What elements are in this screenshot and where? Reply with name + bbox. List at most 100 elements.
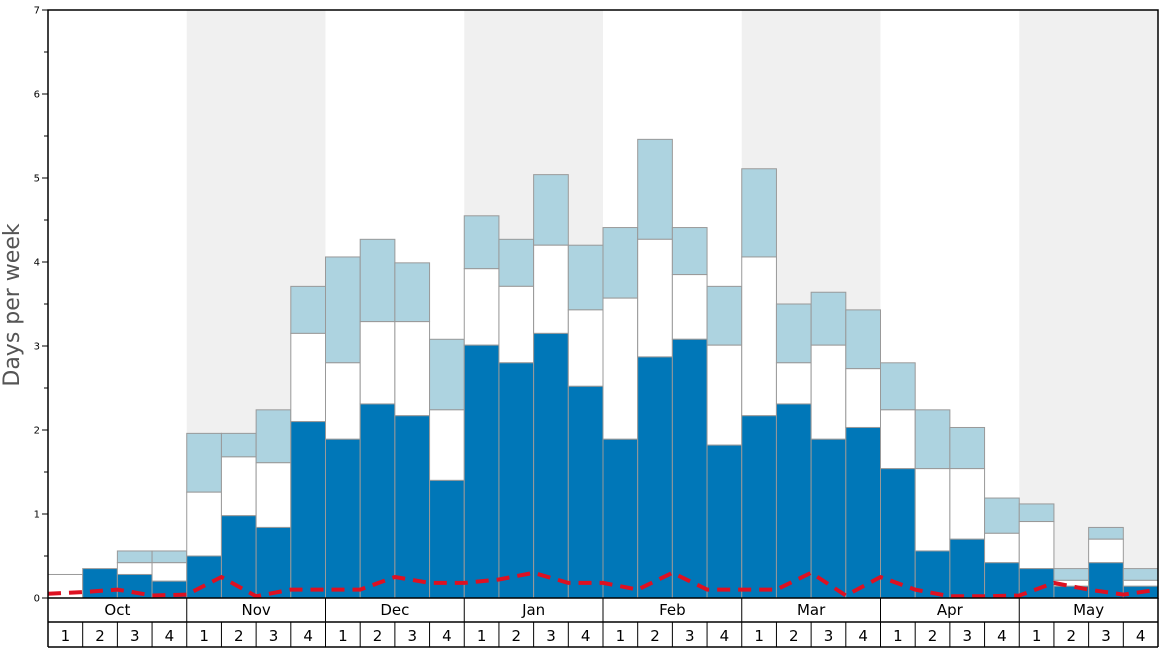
axes: 0 1 2 3 4 5 6 7 Oct Nov Dec Jan Feb Mar Apr May 1 2 3 4 1 2 3 4… xyxy=(34,6,1159,648)
week-label-dec-4: 4 xyxy=(442,627,452,645)
bar-nov-w1-middle xyxy=(186,491,222,557)
month-label-mar: Mar xyxy=(797,601,826,619)
bar-dec-w3-bottom xyxy=(394,415,431,599)
bar-apr-w1-top xyxy=(880,362,916,411)
bar-feb-w4-middle xyxy=(706,344,743,446)
bar-jan-w1-middle xyxy=(463,268,500,346)
bar-feb-w1-top xyxy=(602,227,639,299)
bar-mar-w3-middle xyxy=(810,344,847,440)
bar-nov-w1-bottom xyxy=(186,555,222,599)
bar-mar-w3-top xyxy=(810,291,847,346)
bar-may-w4-top xyxy=(1122,568,1159,581)
week-label-feb-4: 4 xyxy=(720,627,730,645)
bar-mar-w2-bottom xyxy=(775,403,812,599)
week-label-oct-1: 1 xyxy=(61,627,71,645)
bar-feb-w1-middle xyxy=(602,297,639,440)
bar-mar-w3-bottom xyxy=(810,438,847,599)
bar-apr-w3-middle xyxy=(949,468,986,540)
bar-may-w3-top xyxy=(1088,526,1124,540)
bar-nov-w2-middle xyxy=(220,456,257,517)
bar-feb-w4-top xyxy=(706,285,743,346)
bar-dec-w4-middle xyxy=(429,409,465,481)
bar-jan-w3-top xyxy=(533,174,569,246)
week-label-nov-4: 4 xyxy=(303,627,313,645)
bar-nov-w3-top xyxy=(255,409,292,464)
bar-dec-w1-bottom xyxy=(325,438,361,599)
bar-jan-w2-bottom xyxy=(498,362,535,599)
bar-mar-w1-middle xyxy=(741,256,777,417)
week-label-apr-3: 3 xyxy=(962,627,972,645)
bar-apr-w2-middle xyxy=(914,468,951,552)
y-tick-label-2: 2 xyxy=(34,426,40,437)
bar-mar-w2-middle xyxy=(775,362,812,405)
y-tick-label-6: 6 xyxy=(34,90,40,101)
bar-mar-w1-bottom xyxy=(741,415,777,599)
y-tick-label-7: 7 xyxy=(34,6,40,17)
bar-nov-w4-bottom xyxy=(290,421,326,599)
week-label-oct-2: 2 xyxy=(95,627,105,645)
bar-may-w3-middle xyxy=(1088,538,1124,564)
bar-nov-w2-bottom xyxy=(220,515,257,599)
month-label-feb: Feb xyxy=(659,601,686,619)
week-label-mar-1: 1 xyxy=(754,627,764,645)
week-label-mar-2: 2 xyxy=(789,627,799,645)
week-label-oct-3: 3 xyxy=(130,627,140,645)
bar-feb-w2-top xyxy=(637,138,673,240)
month-label-nov: Nov xyxy=(241,601,270,619)
bar-apr-w4-top xyxy=(984,497,1020,534)
bar-mar-w4-top xyxy=(845,309,881,370)
bar-may-w1-middle xyxy=(1018,521,1055,570)
bar-jan-w4-top xyxy=(567,244,604,311)
month-label-may: May xyxy=(1073,601,1104,619)
bars xyxy=(47,138,1159,599)
week-label-may-4: 4 xyxy=(1136,627,1146,645)
bar-jan-w4-bottom xyxy=(567,385,604,599)
bar-feb-w2-bottom xyxy=(637,356,673,599)
week-label-nov-2: 2 xyxy=(234,627,244,645)
bar-oct-w4-middle xyxy=(151,562,188,582)
bar-oct-w4-top xyxy=(151,550,188,564)
month-label-dec: Dec xyxy=(380,601,409,619)
month-label-jan: Jan xyxy=(521,601,545,619)
week-label-feb-1: 1 xyxy=(616,627,626,645)
month-label-apr: Apr xyxy=(937,601,964,619)
week-label-apr-4: 4 xyxy=(997,627,1007,645)
bar-apr-w1-bottom xyxy=(880,468,916,599)
week-label-jan-1: 1 xyxy=(477,627,487,645)
y-axis-label: Days per week xyxy=(0,223,25,386)
bar-apr-w3-bottom xyxy=(949,538,986,599)
bar-dec-w1-top xyxy=(325,256,361,364)
week-label-nov-1: 1 xyxy=(199,627,209,645)
bar-apr-w4-middle xyxy=(984,532,1020,564)
bar-dec-w4-bottom xyxy=(429,479,465,599)
week-label-feb-3: 3 xyxy=(685,627,695,645)
bar-dec-w4-top xyxy=(429,338,465,411)
bar-apr-w2-top xyxy=(914,409,951,470)
week-label-nov-3: 3 xyxy=(269,627,279,645)
y-tick-label-3: 3 xyxy=(34,342,40,353)
bar-may-w4-middle xyxy=(1122,579,1159,587)
bar-dec-w2-bottom xyxy=(359,403,396,599)
bar-nov-w3-middle xyxy=(255,462,292,528)
week-label-dec-3: 3 xyxy=(407,627,417,645)
week-label-feb-2: 2 xyxy=(650,627,660,645)
bar-dec-w2-top xyxy=(359,238,396,323)
bar-feb-w3-middle xyxy=(671,274,708,340)
bar-oct-w2-bottom xyxy=(82,568,118,599)
bar-oct-w3-middle xyxy=(116,562,153,575)
week-label-apr-1: 1 xyxy=(893,627,903,645)
bar-jan-w2-middle xyxy=(498,285,535,364)
bar-jan-w3-bottom xyxy=(533,332,569,599)
bar-feb-w3-bottom xyxy=(671,338,708,599)
week-label-may-3: 3 xyxy=(1101,627,1111,645)
week-label-jan-4: 4 xyxy=(581,627,591,645)
bar-mar-w4-middle xyxy=(845,368,881,428)
week-label-may-2: 2 xyxy=(1067,627,1077,645)
bar-nov-w4-middle xyxy=(290,332,326,423)
bar-jan-w1-bottom xyxy=(463,344,500,599)
bar-may-w1-top xyxy=(1018,503,1055,523)
bar-feb-w1-bottom xyxy=(602,438,639,599)
bar-feb-w2-middle xyxy=(637,238,673,358)
bar-mar-w2-top xyxy=(775,303,812,364)
bar-feb-w4-bottom xyxy=(706,444,743,599)
